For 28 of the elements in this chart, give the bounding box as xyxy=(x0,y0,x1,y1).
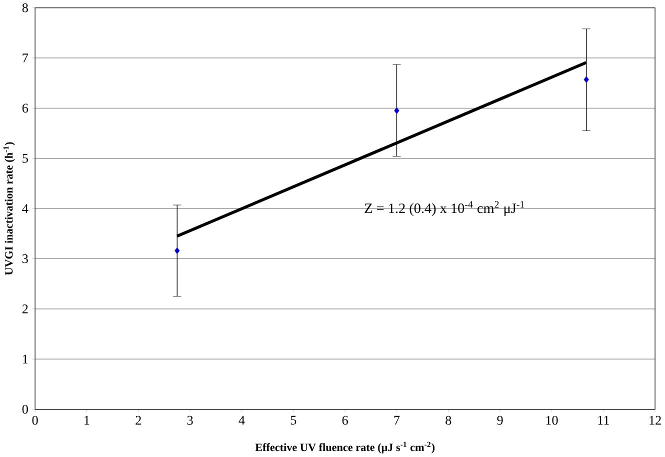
point xyxy=(174,247,180,254)
annotation: Z = 1.2 (0.4) x 10$^{-4}$ cm$^{2}$ μJ$^{-1}$ xyxy=(364,201,524,216)
x-tick-label: 6 xyxy=(342,416,348,425)
x-tick-label: 3 xyxy=(187,416,193,425)
x-tick-label: 7 xyxy=(394,416,400,425)
x-tick-label: 12 xyxy=(650,416,661,425)
x-tick-label: 8 xyxy=(446,416,452,425)
x-tick-label: 11 xyxy=(598,416,609,425)
y-tick-label: 6 xyxy=(22,104,28,113)
x-tick-label: 2 xyxy=(136,416,141,425)
y-tick-label: 0 xyxy=(22,404,28,414)
y-tick-label: 1 xyxy=(23,354,28,364)
x-axis-title: Effective UV fluence rate (μJ s$^{-1}$ cm$^{-2}$) xyxy=(255,442,435,454)
y-tick-label: 5 xyxy=(22,154,28,163)
y-axis-title: UVGI inactivation rate (h$^{-1}$) xyxy=(3,142,15,276)
x-tick-label: 1 xyxy=(84,416,90,425)
point xyxy=(394,107,400,114)
y-tick-label: 2 xyxy=(22,304,28,314)
x-tick-label: 9 xyxy=(497,416,503,425)
y-tick-label: 4 xyxy=(22,204,28,213)
x-tick-label: 4 xyxy=(238,416,245,425)
x-tick-label: 10 xyxy=(546,416,558,425)
y-tick-label: 7 xyxy=(22,54,28,62)
point xyxy=(584,76,589,84)
x-tick-label: 0 xyxy=(32,416,38,425)
y-tick-label: 3 xyxy=(22,254,28,264)
x-tick-label: 5 xyxy=(290,416,296,425)
y-tick-label: 8 xyxy=(22,3,28,12)
